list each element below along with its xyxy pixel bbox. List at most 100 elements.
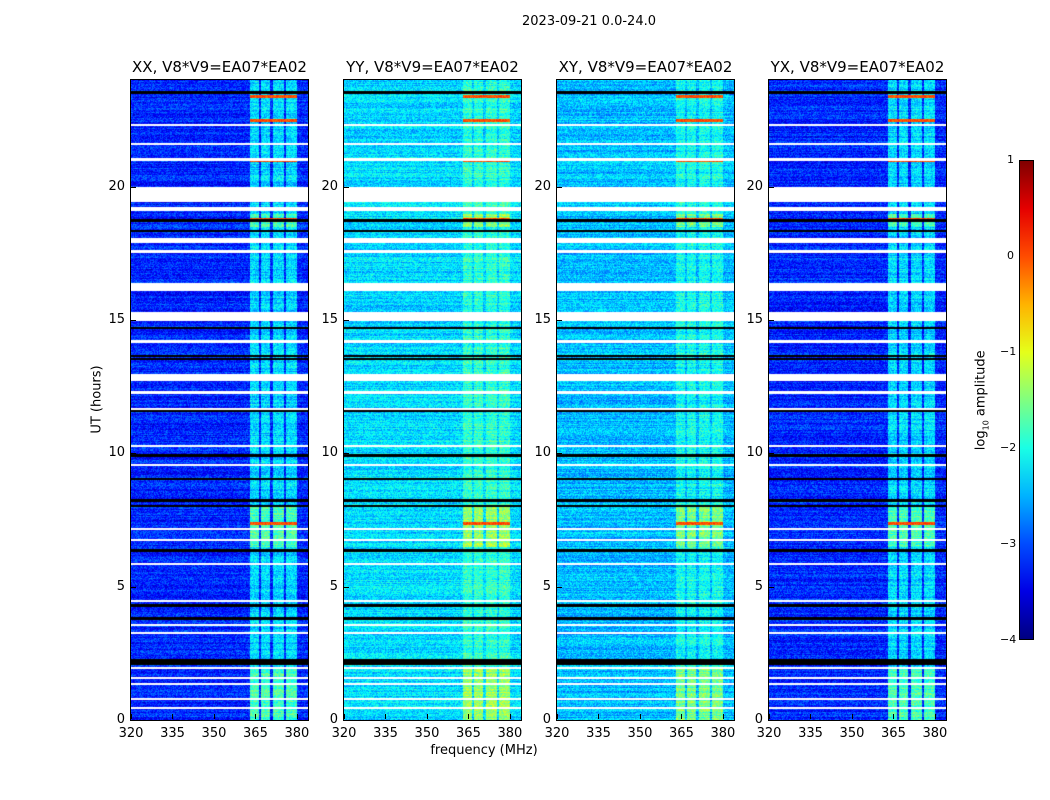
y-tick [131, 720, 136, 721]
x-tick [681, 714, 683, 719]
x-tick [385, 714, 387, 719]
y-tick [557, 586, 562, 588]
x-tick [639, 714, 641, 719]
x-tick [934, 714, 936, 719]
x-tick-label: 350 [201, 726, 227, 741]
colorbar-tick-label: 1 [1007, 153, 1014, 166]
panel-xx: XX, V8*V9=EA07*EA02 320 335 350 365 380 0 5 10 15… [108, 58, 309, 741]
x-tick-label: 380 [497, 726, 523, 741]
y-tick-label: 20 [746, 178, 763, 194]
x-tick-label: 350 [839, 726, 865, 741]
panel-yx: YX, V8*V9=EA07*EA02 320 335 350 365 380 0 5 10 15… [746, 58, 947, 741]
x-tick-label: 365 [243, 726, 268, 741]
x-tick [426, 714, 428, 719]
figure-title: 2023-09-21 0.0-24.0 [522, 14, 656, 29]
y-tick [769, 586, 774, 588]
panel-title: XY, V8*V9=EA07*EA02 [558, 58, 733, 76]
colorbar-tick-label: −2 [1000, 441, 1017, 454]
y-tick [344, 186, 349, 188]
y-tick [769, 453, 774, 455]
y-tick [344, 720, 349, 721]
x-tick-label: 380 [710, 726, 736, 741]
x-tick-label: 350 [627, 726, 653, 741]
y-tick [131, 186, 136, 188]
y-tick-label: 10 [534, 445, 551, 461]
x-tick-label: 335 [586, 726, 611, 741]
y-tick-label: 15 [746, 312, 763, 327]
x-tick [296, 714, 298, 719]
x-tick-label: 320 [756, 726, 782, 741]
y-tick-label: 15 [534, 312, 551, 327]
x-tick [810, 714, 812, 719]
colorbar-tick-label: −3 [1000, 537, 1017, 550]
y-tick [344, 453, 349, 455]
y-tick [769, 720, 774, 721]
panel-title: YY, V8*V9=EA07*EA02 [346, 58, 519, 76]
y-tick-label: 5 [116, 578, 125, 594]
x-tick-label: 320 [118, 726, 144, 741]
x-tick-label: 335 [373, 726, 398, 741]
x-tick [598, 714, 600, 719]
spectrogram-heatmap [769, 80, 946, 720]
spectrogram-heatmap [344, 80, 521, 720]
x-tick-label: 320 [331, 726, 357, 741]
y-tick [131, 453, 136, 455]
y-tick [344, 586, 349, 588]
y-tick [769, 320, 774, 321]
y-tick-label: 20 [321, 178, 338, 194]
panel-title: XX, V8*V9=EA07*EA02 [132, 58, 307, 76]
colorbar-tick-label: −1 [1000, 345, 1017, 358]
x-tick-label: 320 [544, 726, 570, 741]
y-tick-label: 0 [116, 712, 125, 727]
colorbar-tick-label: −4 [1000, 633, 1017, 646]
y-tick [131, 320, 136, 321]
y-tick [557, 720, 562, 721]
y-tick-label: 15 [321, 312, 338, 327]
y-tick [557, 453, 562, 455]
y-tick-label: 10 [108, 445, 125, 461]
x-axis-label: frequency (MHz) [430, 743, 538, 758]
y-tick [557, 320, 562, 321]
y-tick-label: 20 [534, 178, 551, 194]
colorbar-tick-label: 0 [1007, 249, 1014, 262]
y-tick-label: 20 [108, 178, 125, 194]
x-tick-label: 335 [160, 726, 185, 741]
x-tick-label: 365 [456, 726, 481, 741]
x-tick-label: 380 [284, 726, 310, 741]
y-tick-label: 5 [754, 578, 763, 594]
x-tick-label: 365 [881, 726, 906, 741]
x-tick [893, 714, 895, 719]
x-tick-label: 350 [414, 726, 440, 741]
y-tick-label: 0 [542, 712, 551, 727]
colorbar [1019, 160, 1034, 640]
y-tick [769, 186, 774, 188]
y-tick [131, 586, 136, 588]
x-tick-label: 335 [798, 726, 823, 741]
y-tick-label: 10 [746, 445, 763, 461]
panel-xy: XY, V8*V9=EA07*EA02 320 335 350 365 380 0 5 10 15… [534, 58, 735, 741]
y-tick [557, 186, 562, 188]
y-tick-label: 5 [329, 578, 338, 594]
spectrogram-heatmap [557, 80, 734, 720]
colorbar-label: log10 amplitude [973, 350, 991, 451]
y-tick-label: 0 [754, 712, 763, 727]
panel-yy: YY, V8*V9=EA07*EA02 320 335 350 365 380 0 5 10 15… [321, 58, 522, 741]
x-tick-label: 365 [669, 726, 694, 741]
y-tick-label: 15 [108, 312, 125, 327]
x-tick [468, 714, 470, 719]
x-tick [722, 714, 724, 719]
x-tick [769, 714, 770, 719]
x-tick-label: 380 [922, 726, 948, 741]
y-tick-label: 0 [329, 712, 338, 727]
x-tick [344, 714, 345, 719]
x-tick [131, 714, 132, 719]
panel-title: YX, V8*V9=EA07*EA02 [770, 58, 945, 76]
x-tick [557, 714, 558, 719]
y-axis-label: UT (hours) [89, 365, 105, 434]
x-tick [213, 714, 215, 719]
x-tick [255, 714, 257, 719]
x-tick [509, 714, 511, 719]
x-tick [851, 714, 853, 719]
y-tick [344, 320, 349, 321]
